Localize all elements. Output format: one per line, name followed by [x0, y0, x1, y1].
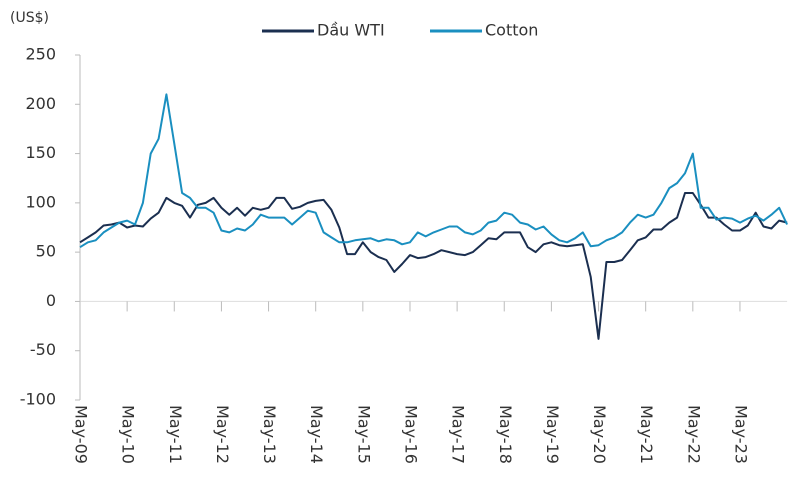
- legend-label: Dầu WTI: [317, 21, 385, 40]
- x-tick-label: May-12: [213, 405, 232, 464]
- x-tick-label: May-15: [354, 405, 373, 464]
- x-tick-label: May-19: [543, 405, 562, 464]
- line-series: [79, 93, 789, 249]
- y-tick-label: 100: [25, 192, 56, 211]
- x-tick-label: May-16: [401, 405, 420, 464]
- y-tick-label: -50: [30, 340, 56, 359]
- x-tick-label: May-23: [731, 405, 750, 464]
- y-tick-label: 250: [25, 45, 56, 64]
- x-tick-label: May-21: [637, 405, 656, 464]
- y-tick-label: 200: [25, 94, 56, 113]
- x-tick-label: May-13: [260, 405, 279, 464]
- legend-label: Cotton: [485, 21, 538, 40]
- line-series: [79, 192, 788, 340]
- x-tick-label: May-17: [449, 405, 468, 464]
- y-tick-label: 150: [25, 143, 56, 162]
- unit-label: (US$): [10, 10, 49, 26]
- x-tick-label: May-10: [119, 405, 138, 464]
- x-tick-label: May-14: [307, 405, 326, 464]
- x-tick-label: May-20: [590, 405, 609, 464]
- x-tick-label: May-11: [166, 405, 185, 464]
- x-tick-label: May-18: [496, 405, 515, 464]
- y-tick-label: 0: [46, 291, 56, 310]
- x-tick-label: May-22: [684, 405, 703, 464]
- y-tick-label: -100: [20, 390, 56, 409]
- x-tick-label: May-09: [72, 405, 91, 464]
- y-tick-label: 50: [36, 242, 56, 261]
